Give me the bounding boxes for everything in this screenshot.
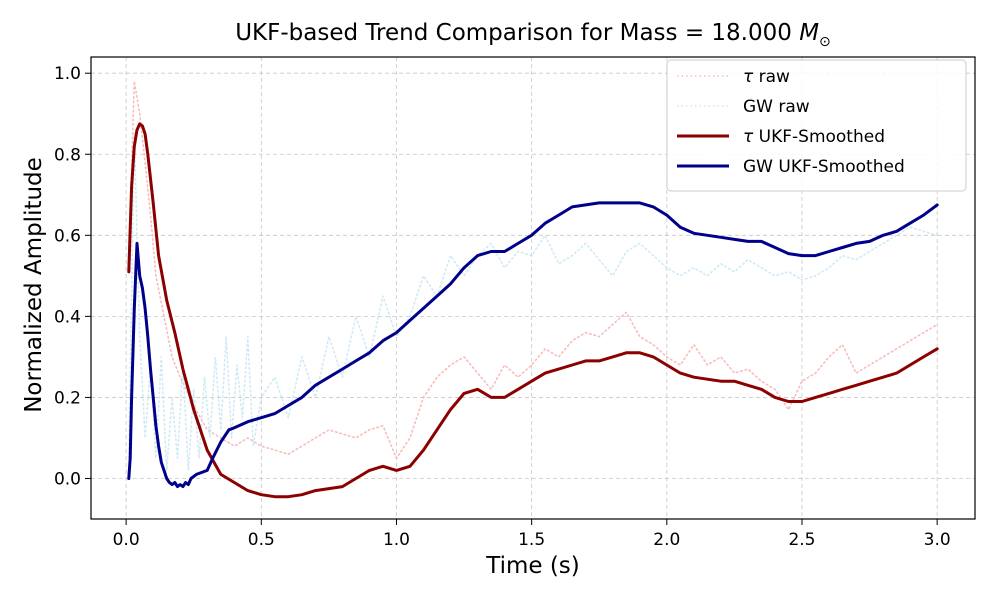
axes-frame	[90, 56, 976, 520]
x-tick-label: 1.0	[383, 530, 410, 550]
x-tick-label: 2.0	[653, 530, 680, 550]
legend-label-3: τ UKF-Smoothed	[743, 127, 885, 147]
legend-label-4: GW UKF-Smoothed	[743, 157, 905, 177]
legend-label-2: GW raw	[743, 97, 810, 117]
series-line-4	[127, 201, 939, 489]
ticks: 0.0 0.5 1.0 1.5 2.0 2.5 3.0 0.0 0.2 0.4 0.6 0.8 1.0	[54, 64, 951, 550]
chart-title-space	[792, 20, 799, 46]
x-axis-label: Time (s)	[485, 553, 580, 579]
chart-title-symbol: M	[799, 20, 819, 46]
legend-box	[666, 59, 967, 192]
legend: τ raw GW raw τ UKF-Smoothed GW UKF-Smoothed	[666, 59, 967, 192]
legend-label-text: GW raw	[743, 97, 810, 117]
legend-label-text: GW UKF-Smoothed	[743, 157, 905, 177]
chart-title-subscript: ⊙	[819, 34, 831, 50]
y-tick-label: 0.8	[54, 145, 81, 165]
x-tick-label: 2.5	[788, 530, 815, 550]
legend-label-symbol: τ	[743, 127, 754, 147]
y-tick-label: 0.0	[54, 469, 81, 489]
legend-label-1: τ raw	[743, 67, 790, 87]
legend-label-text: UKF-Smoothed	[753, 127, 885, 147]
y-tick-label: 0.6	[54, 226, 81, 246]
series-layer	[127, 80, 939, 499]
y-tick-label: 1.0	[54, 64, 81, 84]
x-tick-label: 0.5	[248, 530, 275, 550]
x-tick-label: 1.5	[518, 530, 545, 550]
x-tick-label: 0.0	[113, 530, 140, 550]
legend-label-symbol: τ	[743, 67, 754, 87]
y-tick-label: 0.4	[54, 307, 81, 327]
legend-label-text: raw	[753, 67, 790, 87]
y-axis-label: Normalized Amplitude	[21, 157, 47, 413]
x-tick-label: 3.0	[924, 530, 951, 550]
series-line-3	[127, 122, 939, 499]
chart-title: UKF-based Trend Comparison for Mass = 18…	[235, 20, 831, 50]
chart-title-main: UKF-based Trend Comparison for Mass = 18…	[235, 20, 792, 46]
y-tick-label: 0.2	[54, 388, 81, 408]
